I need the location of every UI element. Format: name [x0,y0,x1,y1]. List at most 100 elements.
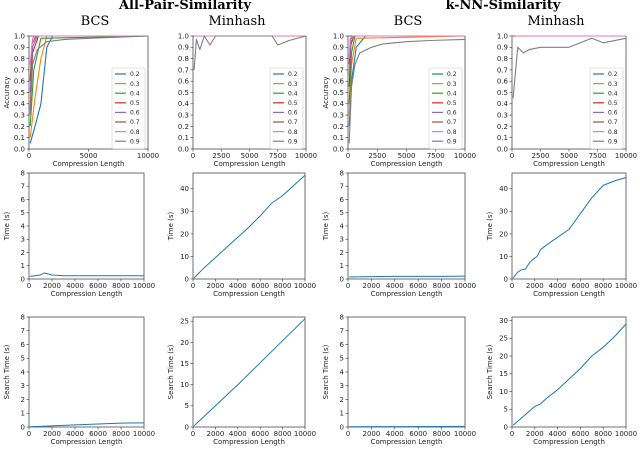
y-tick-label: 0.4 [14,100,26,108]
y-tick-label: 15 [499,370,508,378]
legend: 0.2 0.3 0.4 0.5 0.6 0.7 0.8 0.9 [269,67,304,150]
y-tick-label: 4 [340,222,345,230]
legend-box [428,67,463,150]
y-tick-label: 20 [180,339,189,347]
y-tick-label: 0.1 [14,134,25,142]
y-tick-label: 20 [499,230,508,238]
legend-entry: 0.7 [130,119,140,126]
x-tick-label: 10000 [294,430,316,438]
y-tick-label: 15 [180,360,189,368]
x-tick-label: 0 [510,282,514,290]
x-tick-label: 10000 [615,282,637,290]
x-tick-label: 2000 [526,282,544,290]
y-tick-label: 0.7 [178,66,189,74]
y-tick-label: 0.7 [497,66,508,74]
y-tick-label: 3 [340,382,344,390]
legend-entry: 0.2 [608,71,618,78]
legend-entry: 0.6 [447,110,457,117]
y-tick-label: 0.8 [333,55,344,63]
x-tick-label: 2000 [362,282,380,290]
x-tick-label: 6000 [89,430,107,438]
y-tick-label: 40 [180,185,189,193]
y-tick-label: 7 [340,183,344,191]
y-tick-label: 1.0 [14,32,25,40]
y-tick-label: 30 [180,208,189,216]
legend-box [111,67,146,150]
legend-entry: 0.2 [447,71,457,78]
x-tick-label: 8000 [433,282,451,290]
legend-entry: 0.5 [447,100,457,107]
y-tick-label: 1 [340,262,344,270]
y-tick-label: 0.8 [178,55,189,63]
y-tick-label: 30 [499,317,508,325]
y-tick-label: 5 [340,209,344,217]
legend-entry: 0.3 [608,81,618,88]
x-tick-label: 10000 [615,430,637,438]
series-line [30,272,144,277]
y-tick-label: 3 [340,236,344,244]
x-tick-label: 6000 [251,430,269,438]
legend-entry: 0.5 [608,100,618,107]
legend-entry: 0.8 [447,129,457,136]
x-tick-label: 4000 [386,430,404,438]
legend-entry: 0.8 [130,129,140,136]
y-tick-label: 2 [340,396,344,404]
legend-entry: 0.4 [288,90,298,97]
y-tick-label: 1 [21,410,25,418]
y-tick-label: 30 [499,208,508,216]
x-tick-label: 6000 [89,282,107,290]
y-tick-label: 8 [340,169,344,177]
y-tick-label: 2 [21,396,25,404]
y-axis-label: Time (s) [3,212,11,242]
y-tick-label: 0.4 [333,100,345,108]
y-tick-label: 0.0 [333,145,344,153]
legend-entry: 0.6 [608,110,618,117]
x-tick-label: 8000 [112,282,130,290]
chart-search-knn-bcs: 0 2000 4000 6000 8000 10000 0 1 2 3 4 5 6 7 8 Compressi… [322,313,476,446]
x-tick-label: 2500 [368,152,386,160]
chart-search-apss-bcs: 0 2000 4000 6000 8000 10000 0 1 2 3 4 5 6 7 8 Compressi… [3,313,155,446]
y-tick-label: 0 [504,423,508,431]
y-tick-label: 0.2 [178,123,189,131]
chart-search-knn-minhash: 0 2000 4000 6000 8000 10000 0 5 10 15 20 25 30 Compre… [486,316,637,446]
x-tick-label: 8000 [274,430,292,438]
y-tick-label: 0.1 [333,134,344,142]
y-tick-label: 0.3 [333,112,344,120]
x-tick-label: 0 [346,282,350,290]
x-tick-label: 10000 [294,282,316,290]
y-tick-label: 8 [340,313,344,321]
chart-acc-knn-bcs: 0 2500 5000 7500 100000.00.10.20.30.40.50.60… [322,32,476,168]
chart-acc-knn-minhash: 0 2500 5000 7500 100000.00.10.20.30.40.50.60… [497,32,637,168]
y-tick-label: 5 [185,402,189,410]
legend-entry: 0.7 [447,119,457,126]
x-tick-label: 10000 [454,282,476,290]
y-tick-label: 0.9 [333,44,344,52]
x-tick-label: 2500 [212,152,230,160]
y-tick-label: 6 [21,196,26,204]
x-tick-label: 10000 [133,430,155,438]
plot-frame [511,172,627,280]
x-tick-label: 8000 [274,282,292,290]
y-tick-label: 8 [21,169,25,177]
y-tick-label: 40 [499,185,508,193]
legend-entry: 0.3 [130,81,140,88]
x-tick-label: 8000 [594,430,612,438]
x-tick-label: 4000 [549,430,567,438]
x-axis-label: Compression Length [371,290,443,298]
x-tick-label: 0 [27,282,31,290]
x-tick-label: 7500 [589,152,607,160]
legend-box [269,67,304,150]
y-tick-label: 0.7 [333,66,344,74]
chart-acc-apss-bcs: 0 5000 10000 0.0 0.1 0.2 0.3 0.4 0.5 0.6 0.7 0.8 0.9… [3,32,159,168]
y-tick-label: 6 [340,196,345,204]
chart-time-knn-bcs: 0 2000 4000 6000 8000 10000 0 1 2 3 4 5 6 7 8 Compressi… [322,169,476,298]
y-tick-label: 0 [504,275,508,283]
x-tick-label: 6000 [409,430,427,438]
x-tick-label: 0 [510,430,514,438]
y-tick-label: 0.1 [178,134,189,142]
x-tick-label: 4000 [229,430,247,438]
series-line [193,318,306,427]
y-tick-label: 0.6 [497,78,509,86]
x-tick-label: 0 [191,282,195,290]
y-tick-label: 0 [21,275,25,283]
